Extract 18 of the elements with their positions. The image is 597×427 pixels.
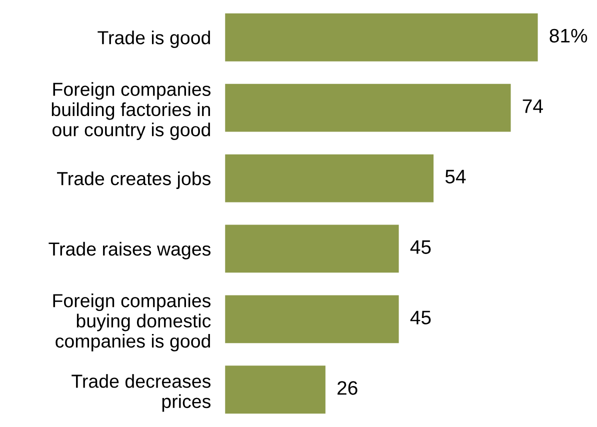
- bar: [225, 84, 511, 132]
- bar: [225, 295, 399, 344]
- y-tick-label: Trade raises wages: [48, 242, 211, 260]
- y-tick-label: Trade decreases prices: [72, 374, 211, 412]
- bar: [225, 13, 538, 62]
- bar: [225, 366, 326, 414]
- data-label: 45: [410, 310, 431, 324]
- bar: [225, 154, 434, 202]
- bar: [225, 224, 399, 273]
- data-label: 81%: [550, 28, 588, 43]
- y-tick-label: Foreign companies building factories in our country is good: [52, 82, 211, 140]
- y-tick-label: Foreign companies buying domestic companies is good: [53, 294, 211, 352]
- data-label: 74: [522, 99, 543, 113]
- data-label: 26: [338, 381, 358, 395]
- data-label: 45: [410, 240, 431, 254]
- y-tick-label: Trade is good: [98, 30, 210, 48]
- y-tick-label: Trade creates jobs: [57, 171, 211, 189]
- data-label: 54: [445, 170, 466, 184]
